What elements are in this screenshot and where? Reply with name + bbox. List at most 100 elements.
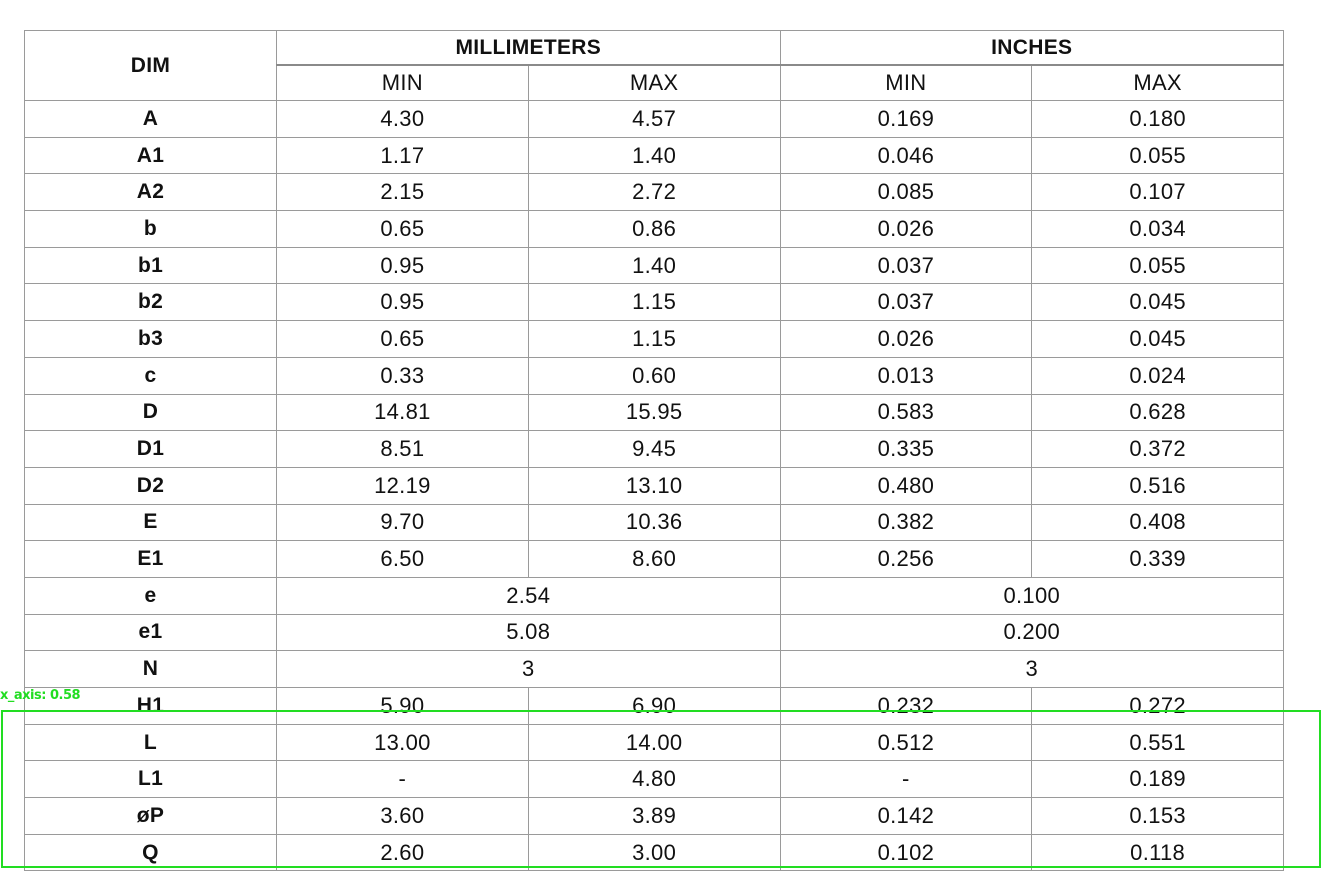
in-max-cell: 0.118 xyxy=(1031,833,1284,872)
in-max-cell: 0.551 xyxy=(1031,723,1284,762)
dim-column-header: DIM xyxy=(24,30,277,101)
dim-cell: b3 xyxy=(24,320,277,358)
table-header: DIM MILLIMETERS INCHES MIN MAX MIN MAX xyxy=(24,30,1284,101)
in-min-cell: 0.382 xyxy=(779,503,1033,542)
mm-min-cell: 0.65 xyxy=(276,210,529,248)
mm-basic-cell: 2.54 xyxy=(276,576,781,615)
mm-max-cell: 3.89 xyxy=(527,797,781,835)
table-row: L1 - 4.80 - 0.189 xyxy=(24,760,1284,799)
dim-cell: e1 xyxy=(24,613,277,652)
in-min-cell: 0.037 xyxy=(779,246,1033,285)
inches-header: INCHES xyxy=(779,30,1284,66)
dim-cell: A1 xyxy=(24,136,277,175)
in-min-cell: 0.583 xyxy=(779,393,1033,432)
mm-min-header: MIN xyxy=(276,64,529,101)
mm-max-cell: 6.90 xyxy=(527,687,781,725)
mm-min-cell: 6.50 xyxy=(276,540,529,578)
dim-cell: b2 xyxy=(24,283,277,322)
in-max-cell: 0.153 xyxy=(1031,797,1284,835)
table-row: D1 8.51 9.45 0.335 0.372 xyxy=(24,430,1284,468)
dim-cell: D xyxy=(24,393,277,432)
in-min-cell: 0.142 xyxy=(779,797,1033,835)
dim-cell: E1 xyxy=(24,540,277,578)
in-min-cell: 0.335 xyxy=(779,430,1033,468)
dim-cell: e xyxy=(24,576,277,615)
dim-cell: H1 xyxy=(24,687,277,725)
in-max-cell: 0.372 xyxy=(1031,430,1284,468)
mm-max-cell: 0.60 xyxy=(527,356,781,395)
mm-min-cell: 3.60 xyxy=(276,797,529,835)
mm-min-cell: 0.95 xyxy=(276,246,529,285)
mm-max-cell: 1.15 xyxy=(527,283,781,322)
in-max-cell: 0.180 xyxy=(1031,100,1284,138)
in-min-cell: 0.256 xyxy=(779,540,1033,578)
in-min-cell: - xyxy=(779,760,1033,799)
dim-cell: øP xyxy=(24,797,277,835)
mm-basic-cell: 3 xyxy=(276,650,781,688)
table-row: L 13.00 14.00 0.512 0.551 xyxy=(24,723,1284,762)
in-min-cell: 0.037 xyxy=(779,283,1033,322)
table-row: N 3 3 xyxy=(24,650,1284,688)
mm-min-cell: 5.90 xyxy=(276,687,529,725)
in-min-cell: 0.046 xyxy=(779,136,1033,175)
header-group-row: DIM MILLIMETERS INCHES xyxy=(24,30,1284,101)
table-body: A 4.30 4.57 0.169 0.180 A1 1.17 1.40 0.0… xyxy=(24,100,1284,872)
dimension-table: DIM MILLIMETERS INCHES MIN MAX MIN MAX A… xyxy=(24,30,1284,872)
mm-min-cell: 0.65 xyxy=(276,320,529,358)
dim-cell: Q xyxy=(24,833,277,872)
mm-min-cell: 2.60 xyxy=(276,833,529,872)
table-row: E1 6.50 8.60 0.256 0.339 xyxy=(24,540,1284,578)
mm-min-cell: 14.81 xyxy=(276,393,529,432)
mm-min-cell: 8.51 xyxy=(276,430,529,468)
in-basic-cell: 0.100 xyxy=(779,576,1284,615)
dim-cell: D1 xyxy=(24,430,277,468)
in-min-cell: 0.026 xyxy=(779,320,1033,358)
in-max-cell: 0.055 xyxy=(1031,136,1284,175)
in-max-cell: 0.045 xyxy=(1031,283,1284,322)
dim-cell: b xyxy=(24,210,277,248)
mm-max-cell: 4.80 xyxy=(527,760,781,799)
mm-max-cell: 2.72 xyxy=(527,173,781,212)
in-max-cell: 0.024 xyxy=(1031,356,1284,395)
dim-cell: A xyxy=(24,100,277,138)
in-min-cell: 0.026 xyxy=(779,210,1033,248)
in-min-cell: 0.169 xyxy=(779,100,1033,138)
table-row: e 2.54 0.100 xyxy=(24,576,1284,615)
in-min-cell: 0.085 xyxy=(779,173,1033,212)
mm-max-cell: 13.10 xyxy=(527,466,781,505)
in-min-cell: 0.232 xyxy=(779,687,1033,725)
mm-max-cell: 0.86 xyxy=(527,210,781,248)
in-max-cell: 0.045 xyxy=(1031,320,1284,358)
mm-min-cell: 0.95 xyxy=(276,283,529,322)
dim-cell: A2 xyxy=(24,173,277,212)
mm-max-cell: 1.40 xyxy=(527,136,781,175)
mm-min-cell: 12.19 xyxy=(276,466,529,505)
table-row: A 4.30 4.57 0.169 0.180 xyxy=(24,100,1284,138)
table-row: E 9.70 10.36 0.382 0.408 xyxy=(24,503,1284,542)
mm-max-cell: 10.36 xyxy=(527,503,781,542)
in-min-cell: 0.480 xyxy=(779,466,1033,505)
mm-min-cell: - xyxy=(276,760,529,799)
table-row: øP 3.60 3.89 0.142 0.153 xyxy=(24,797,1284,835)
in-min-cell: 0.512 xyxy=(779,723,1033,762)
in-max-cell: 0.189 xyxy=(1031,760,1284,799)
table-row: H1 5.90 6.90 0.232 0.272 xyxy=(24,687,1284,725)
in-min-cell: 0.013 xyxy=(779,356,1033,395)
in-max-cell: 0.055 xyxy=(1031,246,1284,285)
millimeters-header: MILLIMETERS xyxy=(276,30,781,66)
in-max-cell: 0.339 xyxy=(1031,540,1284,578)
dim-cell: E xyxy=(24,503,277,542)
in-max-cell: 0.408 xyxy=(1031,503,1284,542)
dimension-table-container: DIM MILLIMETERS INCHES MIN MAX MIN MAX A… xyxy=(24,30,1284,872)
mm-basic-cell: 5.08 xyxy=(276,613,781,652)
table-row: A1 1.17 1.40 0.046 0.055 xyxy=(24,136,1284,175)
dim-cell: b1 xyxy=(24,246,277,285)
table-row: Q 2.60 3.00 0.102 0.118 xyxy=(24,833,1284,872)
mm-max-cell: 1.40 xyxy=(527,246,781,285)
table-row: b3 0.65 1.15 0.026 0.045 xyxy=(24,320,1284,358)
in-min-cell: 0.102 xyxy=(779,833,1033,872)
mm-min-cell: 9.70 xyxy=(276,503,529,542)
mm-max-cell: 14.00 xyxy=(527,723,781,762)
in-basic-cell: 0.200 xyxy=(779,613,1284,652)
annotation-label: x_axis: 0.58 xyxy=(0,688,81,703)
